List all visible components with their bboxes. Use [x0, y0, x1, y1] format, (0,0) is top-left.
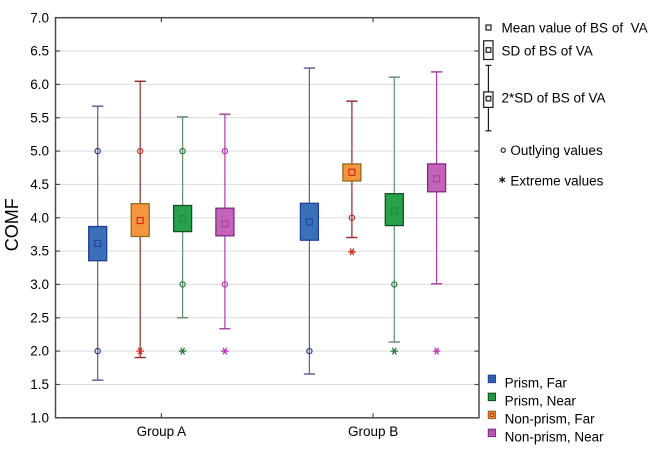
svg-text:Prism, Near: Prism, Near — [505, 393, 577, 408]
svg-text:5.5: 5.5 — [30, 110, 49, 125]
svg-text:Extreme values: Extreme values — [510, 173, 603, 188]
svg-text:2.0: 2.0 — [30, 344, 49, 359]
svg-text:2.5: 2.5 — [30, 310, 49, 325]
svg-text:4.5: 4.5 — [30, 177, 49, 192]
svg-text:1.5: 1.5 — [30, 377, 49, 392]
svg-text:3.5: 3.5 — [30, 244, 49, 259]
svg-text:Non-prism, Near: Non-prism, Near — [505, 429, 605, 444]
svg-text:6.5: 6.5 — [30, 44, 49, 59]
svg-text:SD of BS of VA: SD of BS of VA — [502, 43, 593, 58]
svg-text:COMF: COMF — [2, 198, 22, 251]
svg-text:2*SD of BS of VA: 2*SD of BS of VA — [502, 91, 606, 106]
svg-text:1.0: 1.0 — [30, 410, 49, 425]
svg-text:Group A: Group A — [137, 424, 187, 439]
svg-text:Prism, Far: Prism, Far — [505, 375, 568, 390]
svg-text:Group B: Group B — [348, 424, 398, 439]
svg-text:6.0: 6.0 — [30, 77, 49, 92]
svg-text:5.0: 5.0 — [30, 144, 49, 159]
svg-text:7.0: 7.0 — [30, 10, 49, 25]
svg-text:4.0: 4.0 — [30, 210, 49, 225]
svg-text:3.0: 3.0 — [30, 277, 49, 292]
svg-text:Non-prism, Far: Non-prism, Far — [505, 411, 596, 426]
svg-text:Outlying values: Outlying values — [510, 143, 603, 158]
svg-text:Mean value of BS of VA: Mean value of BS of VA — [502, 21, 648, 36]
